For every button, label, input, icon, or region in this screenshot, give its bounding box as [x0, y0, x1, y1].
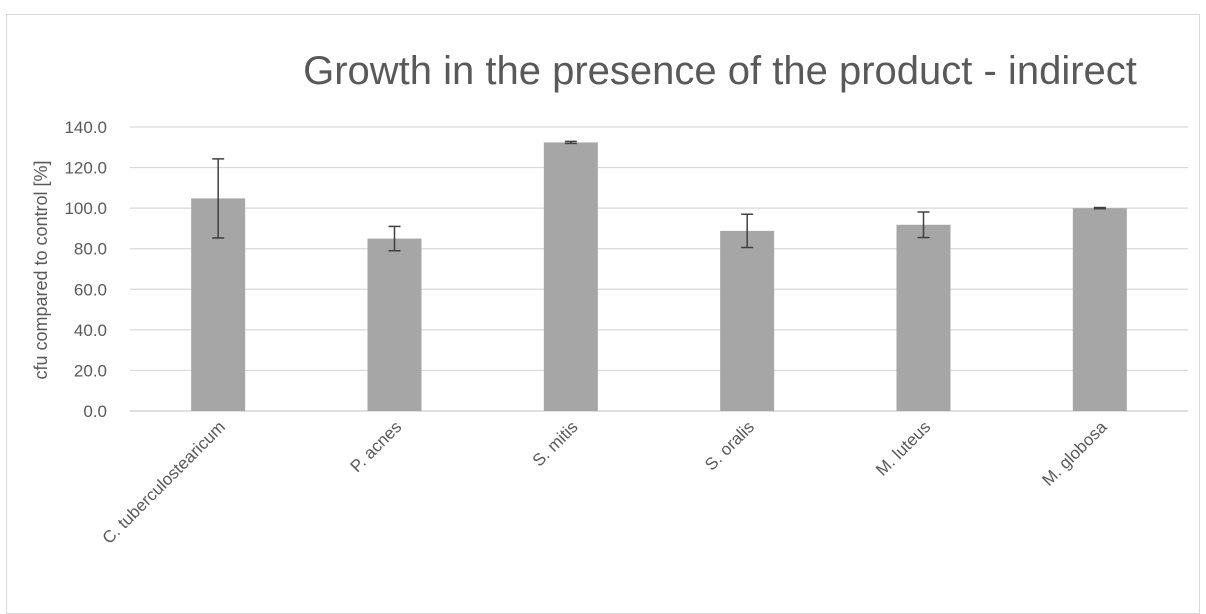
- error-bar: [741, 213, 754, 249]
- x-tick-label: M. globosa: [1038, 417, 1111, 490]
- x-tick-label: P. acnes: [347, 417, 406, 476]
- error-bar: [917, 211, 930, 239]
- bars: [191, 142, 1127, 411]
- bar: [543, 142, 598, 411]
- error-bar: [212, 158, 225, 239]
- bar: [1072, 208, 1127, 411]
- bar: [896, 224, 951, 411]
- y-tick-label: 20.0: [74, 361, 107, 380]
- bar: [367, 238, 422, 411]
- y-tick-label: 0.0: [83, 402, 107, 421]
- y-tick-label: 80.0: [74, 240, 107, 259]
- x-tick-label: S. oralis: [701, 417, 758, 474]
- x-axis-ticks: C. tuberculostearicum P. acnes S. mitis S. …: [99, 417, 1111, 548]
- y-tick-label: 60.0: [74, 280, 107, 299]
- bar: [720, 230, 775, 411]
- y-axis-title: cfu compared to control [%]: [31, 160, 51, 379]
- gridlines: [130, 126, 1188, 412]
- error-bars: [212, 140, 1106, 252]
- error-bar: [1093, 206, 1106, 210]
- chart-title: Growth in the presence of the product - …: [303, 49, 1137, 93]
- x-tick-label: S. mitis: [529, 417, 582, 470]
- x-tick-label: M. luteus: [872, 417, 934, 479]
- y-tick-label: 120.0: [64, 159, 107, 178]
- y-axis-ticks: 0.0 20.0 40.0 60.0 80.0 100.0 120.0 140.0: [64, 118, 107, 421]
- y-tick-label: 40.0: [74, 321, 107, 340]
- error-bar: [564, 140, 577, 145]
- x-tick-label: C. tuberculostearicum: [99, 417, 229, 547]
- y-tick-label: 100.0: [64, 199, 107, 218]
- y-tick-label: 140.0: [64, 118, 107, 137]
- error-bar: [388, 225, 401, 252]
